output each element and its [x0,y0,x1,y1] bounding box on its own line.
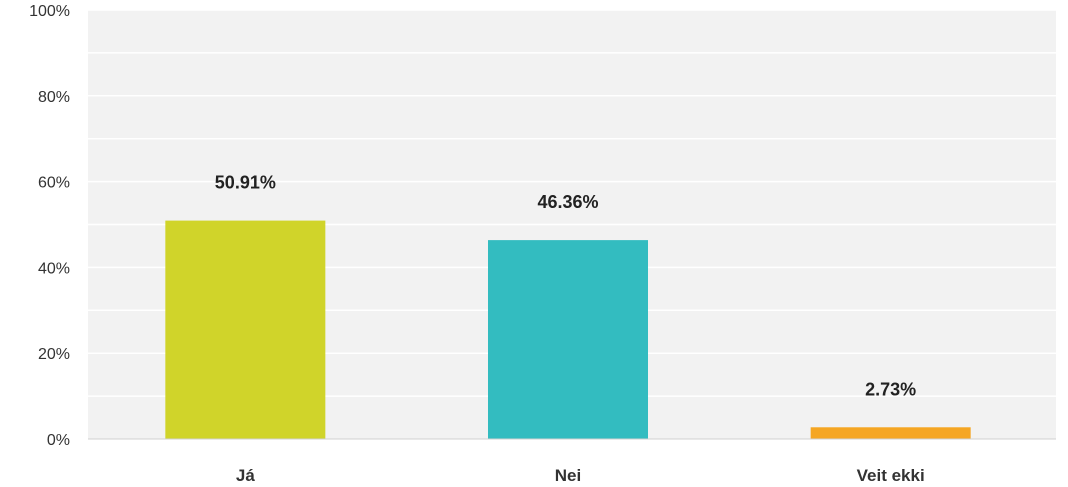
category-label: Já [236,466,255,485]
category-label: Veit ekki [857,466,925,485]
bar-3 [810,427,971,439]
y-tick-label: 40% [38,260,70,277]
y-axis-ticks: 0% 20% 40% 60% 80% 100% [29,3,70,449]
bar-2 [488,240,648,439]
data-labels: 50.91% 46.36% 2.73% [215,173,916,400]
category-label: Nei [555,466,581,485]
data-label: 46.36% [537,192,598,212]
bar-1 [165,220,326,439]
data-label: 2.73% [865,379,916,399]
y-tick-label: 100% [29,3,70,20]
x-axis-categories: Já Nei Veit ekki [236,466,925,485]
y-tick-label: 80% [38,89,70,106]
bars [165,220,971,439]
y-tick-label: 60% [38,175,70,192]
y-tick-label: 0% [47,432,70,449]
y-tick-label: 20% [38,346,70,363]
data-label: 50.91% [215,173,276,193]
